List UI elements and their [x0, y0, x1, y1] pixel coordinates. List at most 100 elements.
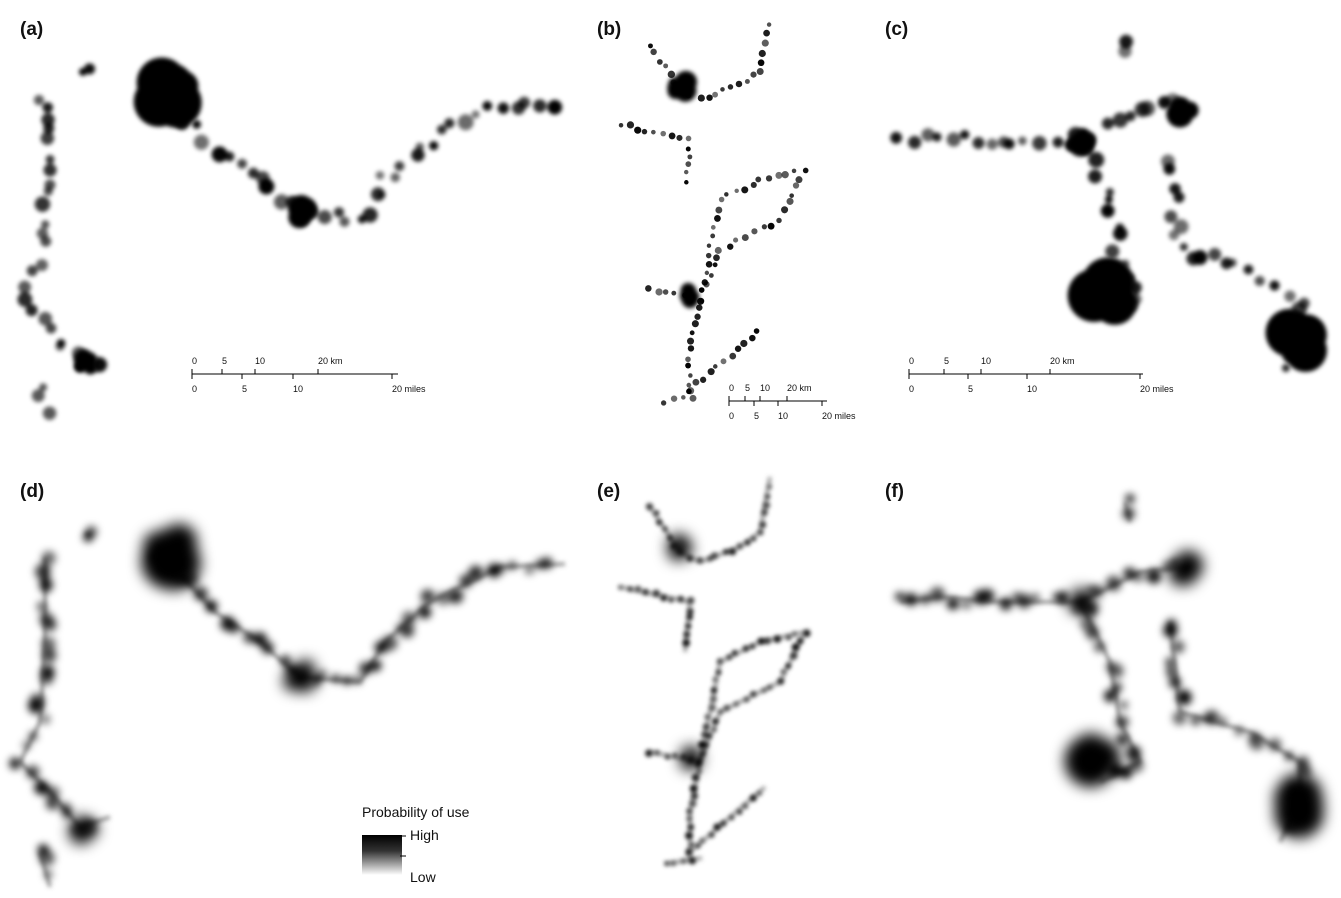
scale-km-label: 5	[944, 356, 949, 366]
use-point	[437, 125, 447, 135]
use-point	[792, 169, 797, 174]
use-point	[762, 224, 767, 229]
clusters	[1065, 551, 1324, 838]
use-point	[261, 641, 274, 654]
use-point	[689, 857, 696, 864]
use-point	[377, 191, 385, 199]
use-point	[318, 210, 332, 224]
use-point	[656, 519, 662, 525]
use-point	[1104, 690, 1117, 703]
map-panel	[17, 57, 562, 419]
use-point	[930, 587, 945, 602]
use-point	[1249, 734, 1265, 750]
use-point	[1120, 701, 1128, 709]
track-lines	[620, 477, 805, 864]
use-point	[724, 192, 728, 196]
use-point	[734, 702, 739, 707]
use-point	[681, 858, 686, 863]
use-point	[737, 810, 742, 815]
cluster	[1075, 595, 1093, 613]
use-point	[703, 723, 710, 730]
use-point	[40, 671, 54, 685]
use-point	[759, 50, 766, 57]
use-point	[715, 207, 722, 214]
use-point	[382, 635, 398, 651]
use-point	[40, 236, 51, 247]
use-point	[1094, 641, 1105, 652]
use-point	[766, 175, 772, 181]
use-point	[920, 594, 931, 605]
use-point	[1234, 726, 1243, 735]
use-point	[655, 750, 660, 755]
scale-bar: 051020 km051020 miles	[729, 383, 856, 421]
use-point	[790, 652, 797, 659]
use-point	[690, 330, 695, 335]
use-point	[774, 635, 781, 642]
use-point	[685, 356, 691, 362]
use-point	[642, 589, 648, 595]
use-point	[37, 602, 47, 612]
use-point	[1169, 676, 1181, 688]
use-point	[1268, 738, 1281, 751]
use-point	[743, 645, 749, 651]
use-point	[1105, 196, 1113, 204]
use-point	[745, 79, 750, 84]
use-point	[654, 510, 659, 515]
cluster	[293, 198, 317, 222]
use-point	[673, 753, 678, 758]
use-point	[85, 526, 97, 538]
use-point	[46, 323, 57, 334]
use-point	[692, 379, 699, 386]
use-point	[1032, 136, 1047, 151]
use-point	[41, 220, 49, 228]
use-point	[1092, 585, 1104, 597]
legend-gradient	[362, 835, 402, 875]
track-lines	[900, 502, 1300, 842]
clusters	[69, 524, 317, 844]
use-point	[1228, 258, 1237, 267]
use-point	[448, 589, 463, 604]
legend-title: Probability of use	[362, 804, 470, 820]
use-point	[705, 714, 710, 719]
use-point	[518, 97, 530, 109]
use-point	[671, 291, 676, 296]
use-point	[684, 180, 688, 184]
cluster	[1174, 562, 1197, 585]
use-point	[757, 791, 762, 796]
use-point	[712, 92, 718, 98]
use-point	[714, 215, 721, 222]
use-point	[224, 152, 234, 162]
use-point	[1053, 137, 1064, 148]
use-point	[728, 84, 733, 89]
use-point	[665, 861, 669, 865]
use-point	[1088, 169, 1102, 183]
use-point	[895, 592, 905, 602]
use-point	[618, 585, 622, 589]
use-point	[688, 373, 693, 378]
scale-mile-label: 20 miles	[822, 411, 856, 421]
use-point	[708, 368, 715, 375]
use-point	[709, 704, 716, 711]
use-point	[1113, 226, 1128, 241]
use-point	[734, 189, 738, 193]
use-point	[653, 590, 660, 597]
scale-km-label: 0	[192, 356, 197, 366]
map-panel	[9, 524, 565, 887]
use-point	[792, 643, 799, 650]
use-point	[1165, 658, 1174, 667]
use-point	[635, 586, 641, 592]
use-point	[436, 592, 449, 605]
use-point	[55, 342, 64, 351]
use-point	[754, 328, 760, 334]
use-points	[890, 35, 1309, 372]
use-point	[1118, 45, 1131, 58]
use-point	[697, 557, 703, 563]
use-point	[1172, 640, 1185, 653]
use-point	[1126, 745, 1141, 760]
use-point	[755, 177, 761, 183]
use-point	[1269, 280, 1279, 290]
cluster	[1074, 133, 1095, 154]
use-point	[43, 406, 57, 420]
scale-mile-label: 5	[242, 384, 247, 394]
